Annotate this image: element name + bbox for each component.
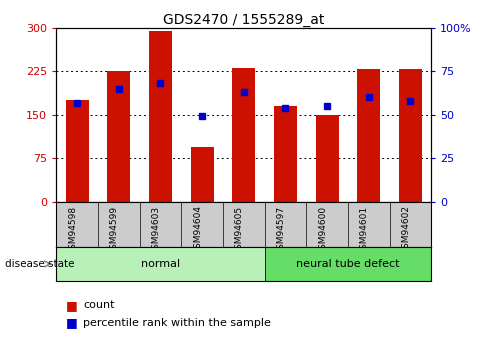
Text: GSM94605: GSM94605 [235, 205, 244, 255]
Bar [316, 115, 339, 202]
Text: GSM94598: GSM94598 [68, 205, 77, 255]
Bar [399, 69, 422, 202]
Text: neural tube defect: neural tube defect [296, 259, 400, 269]
Text: GSM94597: GSM94597 [276, 205, 285, 255]
Bar [107, 71, 130, 202]
Text: ■: ■ [66, 316, 78, 329]
Text: GSM94602: GSM94602 [401, 205, 410, 254]
Bar [149, 30, 172, 202]
Text: ■: ■ [66, 299, 78, 312]
Text: GSM94600: GSM94600 [318, 205, 327, 255]
Title: GDS2470 / 1555289_at: GDS2470 / 1555289_at [163, 12, 324, 27]
Text: GSM94604: GSM94604 [193, 205, 202, 254]
Text: GSM94599: GSM94599 [110, 205, 119, 255]
Text: GSM94603: GSM94603 [151, 205, 161, 255]
Text: count: count [83, 300, 115, 310]
Bar [232, 68, 255, 202]
Bar [56, 247, 265, 281]
Text: percentile rank within the sample: percentile rank within the sample [83, 318, 271, 327]
Bar [265, 247, 431, 281]
Bar [66, 100, 89, 202]
Bar [357, 69, 380, 202]
Bar [274, 106, 297, 202]
Bar [191, 147, 214, 202]
Text: disease state: disease state [5, 259, 74, 269]
Text: GSM94601: GSM94601 [360, 205, 368, 255]
Text: normal: normal [141, 259, 180, 269]
